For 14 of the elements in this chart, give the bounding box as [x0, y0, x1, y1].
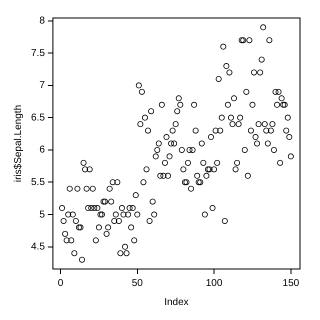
x-tick-label: 150	[282, 278, 300, 289]
y-tick-label: 7.5	[30, 48, 46, 59]
y-tick-label: 5	[39, 209, 46, 220]
x-axis-title: Index	[164, 296, 189, 308]
x-tick-label: 0	[58, 278, 64, 289]
y-tick-label: 6	[39, 144, 46, 156]
x-tick-label: 50	[132, 278, 144, 289]
y-tick-label: 6.5	[30, 112, 46, 124]
y-tick-label: 8	[39, 16, 46, 27]
x-tick-label: 100	[206, 278, 223, 289]
y-axis-title: iris$Sepal.Length	[12, 104, 24, 182]
y-tick-label: 4.5	[30, 242, 46, 253]
y-tick-label: 5.5	[30, 176, 46, 188]
y-tick-label: 7	[39, 80, 46, 92]
